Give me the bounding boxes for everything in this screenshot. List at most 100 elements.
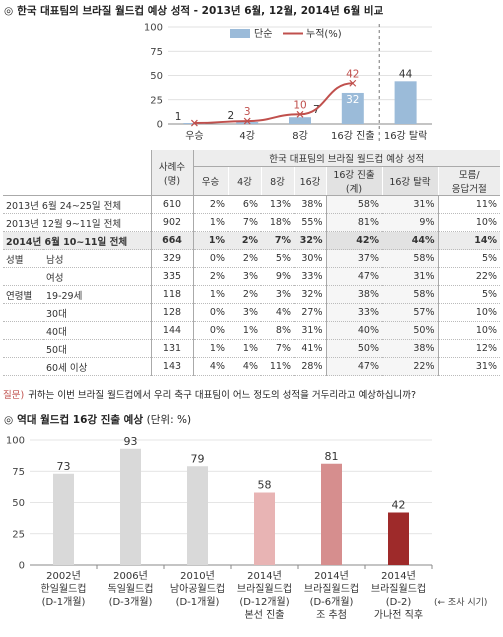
bar [388,512,409,565]
row-value: 14% [437,231,501,250]
x-tick-label: 브라질월드컵 [304,582,359,595]
line-point-marker [243,117,251,125]
row-value: 4% [228,357,261,376]
x-tick-label: 독일월드컵 [108,582,154,595]
bar-value-label: 1 [175,111,182,123]
bar [394,81,417,124]
col-header-unknown: 모름/ 응답거절 [437,166,501,196]
table-row: 2013년 6월 24~25일 전체 610 2% 6% 13% 38% 58% 31% 11% [3,195,501,214]
row-value: 58% [382,285,438,304]
row-value: 57% [382,303,438,322]
row-value: 1% [228,321,261,340]
bar [341,92,364,124]
row-value: 2% [228,285,261,304]
bar-value-label: 81 [325,450,339,463]
bar [53,473,74,565]
y-tick-label: 50 [12,498,25,509]
x-tick-label: 남아공월드컵 [170,582,225,595]
legend-label-bars: 단순 [254,28,272,40]
row-value: 8% [261,321,294,340]
row-value: 4% [261,303,294,322]
row-value: 1% [193,231,228,250]
col-header-unknown-l1: 모름/ [458,170,480,181]
row-value: 42% [325,231,382,250]
x-tick-label: (D-3개월) [109,596,153,608]
section2-unit: (단위: %) [146,414,192,426]
row-value: 33% [294,267,326,286]
row-group [3,267,43,286]
x-tick-label: 2014년 [247,570,282,582]
bar-value-label: 42 [392,499,406,512]
row-value: 38% [325,285,382,304]
row-value: 32% [294,285,326,304]
bar-value-label: 7 [313,104,320,116]
row-value: 4% [193,357,228,376]
row-value: 2% [228,249,261,268]
y-tick-label: 0 [157,120,163,131]
row-value: 58% [382,249,438,268]
row-n: 128 [150,303,194,322]
col-header-16-total-l1: 16강 진출 [333,170,375,181]
row-value: 22% [382,357,438,376]
section1-title: ◎ 한국 대표팀의 브라질 월드컵 예상 성적 - 2013년 6월, 12월, … [4,3,383,18]
row-value: 38% [294,195,326,214]
row-n: 610 [150,195,194,214]
bar [236,122,259,124]
section1-title-text: 한국 대표팀의 브라질 월드컵 예상 성적 - 2013년 6월, 12월, 2… [17,5,384,17]
line-value-label: 10 [293,99,306,111]
y-tick-label: 0 [19,561,25,572]
line-point-marker [296,110,304,118]
x-tick-label: 4강 [239,130,255,142]
x-tick-label: 2006년 [113,570,148,582]
row-value: 2% [193,267,228,286]
table-header-top: 한국 대표팀의 브라질 월드컵 예상 성적 [192,150,501,167]
col-header-unknown-l2: 응답거절 [451,184,487,195]
row-value: 31% [382,267,438,286]
row-group [3,357,43,376]
y-tick-label: 50 [150,71,163,82]
row-value: 81% [325,213,382,232]
row-label: 2014년 6월 10~11일 전체 [3,231,151,250]
row-value: 3% [261,285,294,304]
row-group: 연령별 [3,285,43,304]
row-value: 9% [382,213,438,232]
row-value: 31% [382,195,438,214]
row-value: 31% [437,357,501,376]
bar-value-label: 32 [346,94,359,106]
row-value: 5% [261,249,294,268]
x-tick-label: 브라질월드컵 [237,582,292,595]
y-tick-label: 75 [12,467,25,478]
table-row: 성별 남성 329 0% 2% 5% 30% 37% 58% 5% [3,249,501,268]
n-header-line2: (명) [163,175,181,187]
row-label: 2013년 6월 24~25일 전체 [3,195,151,214]
legend-label-line: 누적(%) [306,28,342,40]
row-value: 12% [437,339,501,358]
col-header-quarter: 8강 [260,166,294,196]
row-value: 1% [193,285,228,304]
row-value: 5% [437,285,501,304]
row-value: 0% [193,321,228,340]
row-value: 7% [261,339,294,358]
cumulative-line [194,82,353,125]
row-value: 11% [261,357,294,376]
bar-value-label: 44 [399,68,413,80]
row-label: 30대 [43,303,151,322]
row-n: 335 [150,267,194,286]
x-tick-label: 우승 [185,130,203,142]
x-tick-label: 조 추첨 [316,609,347,621]
row-n: 329 [150,249,194,268]
row-value: 47% [325,267,382,286]
table-row: 2013년 12월 9~11일 전체 902 1% 7% 18% 55% 81% 9% 10% [3,213,501,232]
row-label: 60세 이상 [43,357,151,376]
chart1-bar-line-chart: 0 25 50 75 100 1우승 2 4강 7 8강 32 16강 진출 44 16강 탈락 3 10 42… [144,23,432,144]
table-row: 40대 144 0% 1% 8% 31% 40% 50% 10% [3,321,501,340]
row-label: 여성 [43,267,151,286]
line-point-marker [190,119,198,127]
row-value: 37% [325,249,382,268]
row-value: 1% [228,339,261,358]
table-row: 30대 128 0% 3% 4% 27% 33% 57% 10% [3,303,501,322]
row-value: 41% [294,339,326,358]
x-tick-label: (D-1개월) [42,596,86,608]
x-tick-label: 2002년 [46,570,81,582]
table-row: 2014년 6월 10~11일 전체 664 1% 2% 7% 32% 42% 44% 14% [3,231,501,250]
